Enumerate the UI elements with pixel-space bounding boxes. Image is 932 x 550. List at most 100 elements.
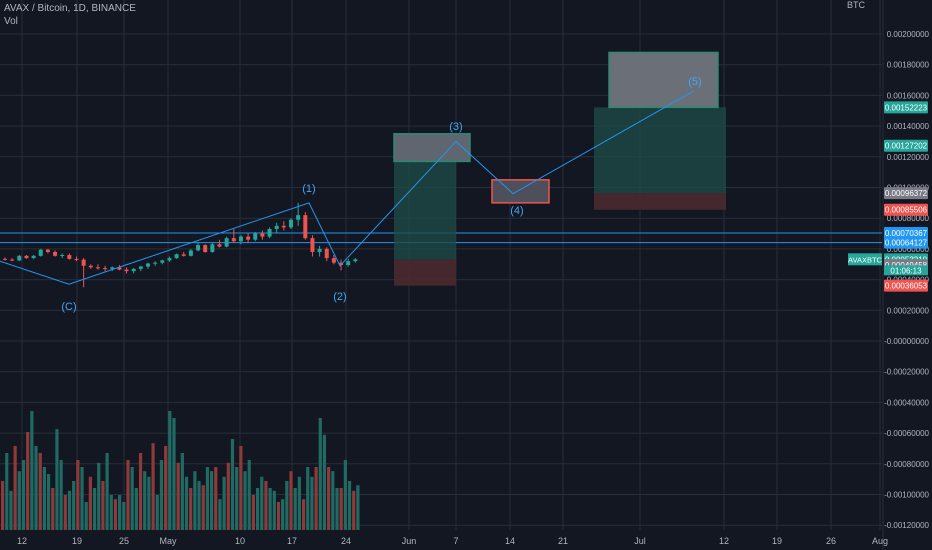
volume-bar xyxy=(184,476,189,530)
volume-bar xyxy=(239,446,243,530)
wave-label: (1) xyxy=(302,183,315,195)
volume-bar xyxy=(335,488,339,530)
volume-bar xyxy=(251,495,255,530)
volume-bar xyxy=(222,476,226,530)
volume-bar xyxy=(226,462,230,530)
volume-bar xyxy=(327,467,331,530)
volume-bar xyxy=(46,474,51,530)
price-label-text: 0.00070367 xyxy=(885,229,928,238)
volume-bar xyxy=(21,460,26,530)
wave-label: (4) xyxy=(510,205,523,217)
x-tick-label: 17 xyxy=(287,536,297,546)
volume-bar xyxy=(255,488,260,530)
ticker-tag-bg xyxy=(848,253,882,266)
candle-body xyxy=(267,228,272,237)
candle-body xyxy=(353,259,358,262)
volume-bar xyxy=(113,499,118,530)
volume-bar xyxy=(138,453,143,530)
volume-bar xyxy=(122,502,126,530)
volume-bar xyxy=(13,446,17,530)
volume-bar xyxy=(356,485,360,530)
wave-label: (C) xyxy=(61,301,76,313)
y-tick-label: -0.00060000 xyxy=(884,429,929,438)
x-tick-label: 19 xyxy=(72,536,82,546)
volume-bar xyxy=(101,481,105,530)
volume-bar xyxy=(260,476,264,530)
target-zone xyxy=(394,145,456,260)
volume-bar xyxy=(306,467,310,530)
price-label-text: 0.00064127 xyxy=(885,239,928,248)
entry-box xyxy=(393,133,471,163)
x-tick-label: 21 xyxy=(558,536,568,546)
price-label-text: 0.00085506 xyxy=(885,206,928,215)
y-tick-label: -0.00040000 xyxy=(884,398,929,407)
candle-body xyxy=(3,258,7,260)
volume-bar xyxy=(1,481,5,530)
price-label-gray: 0.00096372 xyxy=(884,187,928,200)
candle-body xyxy=(88,265,93,268)
volume-bar xyxy=(17,471,21,530)
volume-label: Vol xyxy=(4,16,18,27)
candle-body xyxy=(45,249,50,252)
volume-bar xyxy=(92,488,97,530)
volume-bar xyxy=(97,462,101,530)
volume-bar xyxy=(55,429,59,530)
volume-bar xyxy=(189,488,193,530)
volume-bar xyxy=(293,488,297,530)
volume-bar xyxy=(168,411,172,530)
volume-bar xyxy=(76,460,80,530)
volume-bar xyxy=(118,495,122,530)
candle-body xyxy=(317,248,322,252)
candle-body xyxy=(274,225,279,229)
volume-bar xyxy=(42,467,46,530)
candle-body xyxy=(146,263,150,267)
price-label-text: 0.00152223 xyxy=(885,103,928,112)
candle-body xyxy=(339,262,344,266)
y-tick-label: -0.00120000 xyxy=(884,521,929,530)
candle-body xyxy=(289,219,293,228)
volume-bar xyxy=(301,499,306,530)
volume-bar xyxy=(84,502,88,530)
volume-bar xyxy=(285,481,289,530)
price-label-text: 0.00127202 xyxy=(885,142,928,151)
candle-body xyxy=(10,259,15,261)
volume-bar xyxy=(30,411,34,530)
candle-body xyxy=(95,267,100,269)
volume-bar xyxy=(331,471,335,530)
volume-bar xyxy=(80,467,84,530)
volume-bar xyxy=(143,471,147,530)
x-tick-label: May xyxy=(159,536,177,546)
candle-body xyxy=(303,215,308,239)
x-tick-label: Jul xyxy=(634,536,646,546)
price-label-bg xyxy=(884,139,928,152)
price-label-bg xyxy=(884,187,928,200)
volume-bar xyxy=(5,453,9,530)
volume-bar xyxy=(134,488,138,530)
volume-bar xyxy=(230,439,235,530)
candle-body xyxy=(31,255,36,259)
candle-body xyxy=(210,244,215,252)
candle-body xyxy=(203,245,208,252)
volume-bar xyxy=(235,467,239,530)
candle-body xyxy=(138,266,143,269)
candle-body xyxy=(181,254,186,256)
volume-bar xyxy=(159,460,164,530)
candle-body xyxy=(110,267,115,269)
volume-bar xyxy=(243,471,247,530)
price-label-text: 0.00096372 xyxy=(885,189,928,198)
volume-bar xyxy=(339,488,343,530)
y-tick-label: 0.00020000 xyxy=(887,306,930,315)
y-tick-label: 0.00140000 xyxy=(887,122,930,131)
candle-body xyxy=(160,260,165,263)
wave-label: (2) xyxy=(333,291,346,303)
volume-bar xyxy=(214,467,218,530)
price-label-red: 0.00085506 xyxy=(884,203,928,216)
volume-bar xyxy=(72,481,76,530)
candle-body xyxy=(117,267,122,270)
volume-bar xyxy=(218,499,222,530)
volume-bar xyxy=(297,476,301,530)
volume-bar xyxy=(268,488,272,530)
y-tick-label: -0.00080000 xyxy=(884,460,929,469)
volume-bar xyxy=(130,467,134,530)
